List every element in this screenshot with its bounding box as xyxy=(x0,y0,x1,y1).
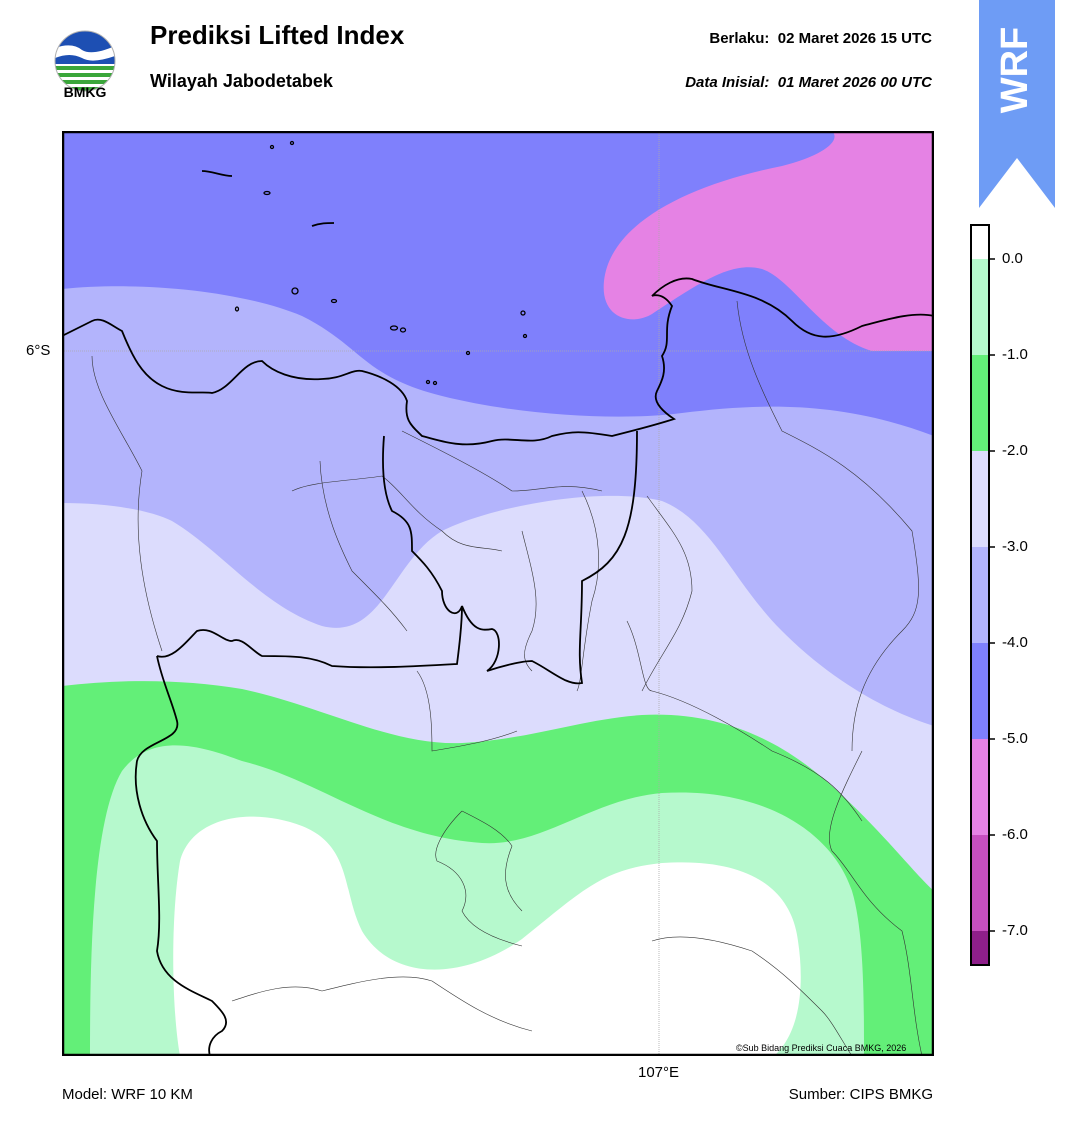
colorbar-tick-label: -6.0 xyxy=(1002,826,1028,843)
colorbar-band-8 xyxy=(971,931,989,965)
init-time: Data Inisial: 01 Maret 2026 00 UTC xyxy=(685,74,932,91)
district-boundaries xyxy=(91,300,923,1056)
init-label: Data Inisial: xyxy=(685,74,770,91)
colorbar-band-5 xyxy=(971,643,989,739)
colorbar-tick-label: -7.0 xyxy=(1002,922,1028,939)
colorbar-frame xyxy=(970,224,990,966)
model-label: Model: WRF 10 KM xyxy=(62,1086,193,1103)
islands xyxy=(234,140,528,386)
colorbar-tick-label: -5.0 xyxy=(1002,730,1028,747)
wrf-badge: WRF xyxy=(979,0,1055,208)
latitude-label: 6°S xyxy=(26,342,51,359)
colorbar-band-1 xyxy=(971,259,989,355)
coastline xyxy=(62,170,934,446)
wrf-badge-text: WRF xyxy=(994,27,1036,114)
colorbar-tick-label: -3.0 xyxy=(1002,538,1028,555)
longitude-label: 107°E xyxy=(638,1064,680,1081)
region-subtitle: Wilayah Jabodetabek xyxy=(150,71,333,91)
valid-label: Berlaku: xyxy=(709,30,770,47)
colorbar-tick-label: 0.0 xyxy=(1002,250,1023,267)
province-boundaries xyxy=(134,430,638,1056)
source-label: Sumber: CIPS BMKG xyxy=(788,1086,933,1103)
band-minus6-minus5 xyxy=(603,131,934,351)
map-frame xyxy=(62,131,934,1056)
valid-value: 02 Maret 2026 15 UTC xyxy=(777,30,932,47)
valid-time: Berlaku: 02 Maret 2026 15 UTC xyxy=(709,30,932,47)
colorbar-tick-label: -2.0 xyxy=(1002,442,1028,459)
colorbar-band-3 xyxy=(971,451,989,547)
colorbar-band-7 xyxy=(971,835,989,931)
colorbar-band-6 xyxy=(971,739,989,835)
page-title: Prediksi Lifted Index xyxy=(150,20,405,50)
map-credit: ©Sub Bidang Prediksi Cuaca BMKG, 2026 xyxy=(736,1043,907,1053)
colorbar-band-2 xyxy=(971,355,989,451)
init-value: 01 Maret 2026 00 UTC xyxy=(777,74,932,91)
colorbar-tick-label: -1.0 xyxy=(1002,346,1028,363)
colorbar-band-4 xyxy=(971,547,989,643)
band-gt-0 xyxy=(173,816,801,1056)
bmkg-logo-icon xyxy=(54,30,116,92)
logo-text: BMKG xyxy=(63,84,107,100)
colorbar-band-0 xyxy=(971,225,989,259)
colorbar-tick-label: -4.0 xyxy=(1002,634,1028,651)
colorbar: 0.0 -1.0 -2.0 -3.0 -4.0 -5.0 -6.0 -7.0 xyxy=(970,224,1028,966)
lifted-index-map xyxy=(62,131,934,1056)
